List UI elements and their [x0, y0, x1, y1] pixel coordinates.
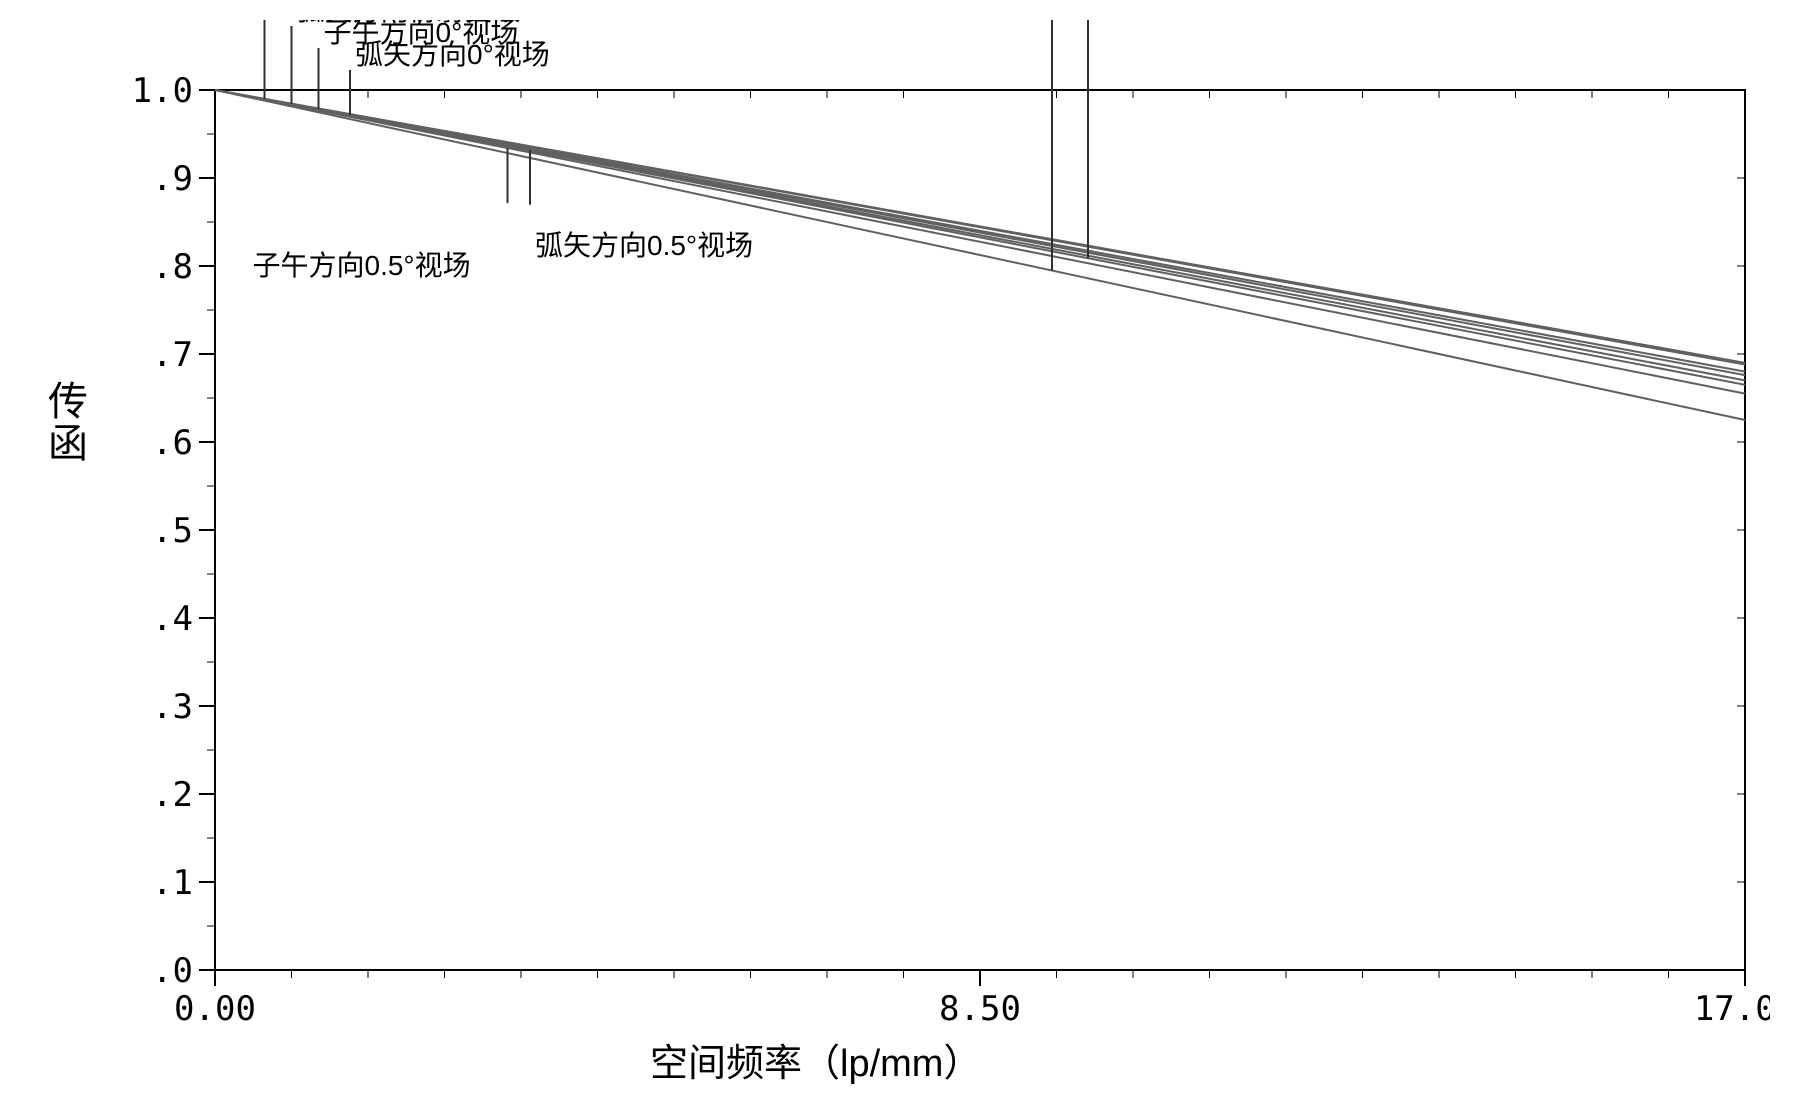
y-tick-label: .9: [152, 159, 193, 199]
plot-border: [215, 90, 1745, 970]
series-label: 子午方向0.5°视场: [253, 250, 471, 281]
mtf-chart: .0 .1 .2 .3 .4 .5 .6 .7 .8 .9 1.0 0.00 8.50 17.00 子午方向…: [120, 20, 1770, 1080]
y-axis-label: 传函: [35, 380, 93, 464]
series-line: [215, 90, 1745, 394]
y-tick-label: 1.0: [132, 71, 193, 111]
y-tick-label: .8: [152, 247, 193, 287]
x-tick-label: 17.00: [1694, 989, 1770, 1029]
y-tick-label: .1: [152, 863, 193, 903]
series-line: [215, 90, 1745, 385]
y-tick-label: .5: [152, 511, 193, 551]
series-label: 弧矢方向0.5°视场: [535, 230, 753, 261]
y-tick-label: .6: [152, 423, 193, 463]
series-label: 弧矢方向0°视场: [355, 39, 550, 70]
series-line: [215, 90, 1745, 365]
y-tick-label: .4: [152, 599, 193, 639]
x-tick-label: 8.50: [939, 989, 1021, 1029]
y-tick-label: .3: [152, 687, 193, 727]
y-tick-label: .2: [152, 775, 193, 815]
chart-svg: .0 .1 .2 .3 .4 .5 .6 .7 .8 .9 1.0 0.00 8.50 17.00 子午方向…: [120, 20, 1770, 1080]
y-tick-label: .0: [152, 951, 193, 991]
x-tick-label: 0.00: [174, 989, 256, 1029]
y-tick-label: .7: [152, 335, 193, 375]
